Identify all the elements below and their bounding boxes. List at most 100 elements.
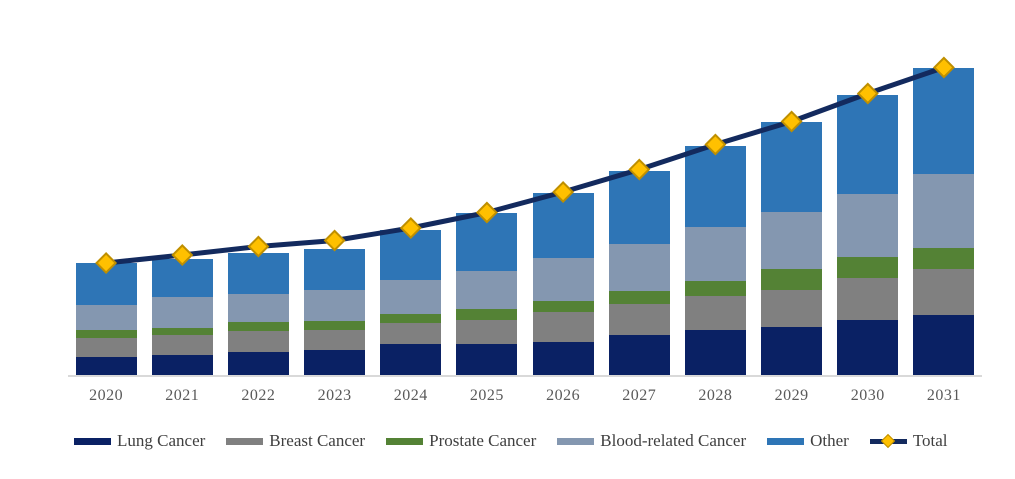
- bar-segment: [380, 314, 442, 323]
- legend-item: Blood-related Cancer: [557, 431, 746, 451]
- bar-segment: [608, 335, 670, 375]
- bar-segment: [532, 193, 594, 258]
- bar-segment: [227, 351, 289, 375]
- legend-item: Prostate Cancer: [386, 431, 536, 451]
- bar-segment: [837, 193, 899, 257]
- x-tick-label: 2027: [622, 387, 657, 404]
- bar-segment: [532, 341, 594, 375]
- legend-swatch-icon: [386, 437, 424, 445]
- bar-segment: [608, 290, 670, 304]
- x-tick-label: 2028: [698, 387, 733, 404]
- bar-segment: [913, 247, 975, 269]
- bar-stack-2026: [532, 193, 594, 375]
- bar-segment: [304, 249, 366, 290]
- bar-segment: [75, 305, 137, 330]
- legend-item: Breast Cancer: [226, 431, 365, 451]
- x-tick-label: 2024: [393, 387, 428, 404]
- bar-segment: [684, 296, 746, 330]
- legend-label: Total: [912, 431, 948, 450]
- legend-label: Breast Cancer: [269, 431, 366, 450]
- bar-segment: [456, 308, 518, 320]
- legend-swatch-icon: [226, 437, 264, 445]
- bar-segment: [75, 337, 137, 357]
- bar-segment: [227, 322, 289, 331]
- bar-segment: [456, 319, 518, 344]
- bar-segment: [761, 268, 823, 290]
- x-tick-label: 2031: [926, 387, 961, 404]
- bar-segment: [380, 323, 442, 344]
- bar-segment: [837, 256, 899, 278]
- x-axis-line: [68, 375, 982, 377]
- bar-segment: [227, 253, 289, 294]
- bar-segment: [227, 331, 289, 352]
- bar-segment: [913, 173, 975, 248]
- bar-segment: [837, 278, 899, 320]
- bar-segment: [304, 350, 366, 375]
- legend-label: Lung Cancer: [117, 431, 206, 450]
- bar-segment: [837, 94, 899, 194]
- bar-stack-2031: [913, 68, 975, 375]
- legend-swatch-icon: [74, 437, 111, 445]
- legend-item: Lung Cancer: [74, 431, 205, 451]
- legend-total-line-icon: [869, 433, 907, 449]
- bar-segment: [761, 121, 823, 212]
- bar-segment: [75, 330, 137, 338]
- bar-segment: [532, 311, 594, 342]
- bar-segment: [380, 230, 442, 280]
- bar-segment: [75, 263, 137, 305]
- bar-segment: [761, 290, 823, 327]
- bar-segment: [456, 212, 518, 271]
- bar-stack-2025: [456, 212, 518, 375]
- bar-segment: [608, 243, 670, 291]
- bar-segment: [532, 300, 594, 312]
- bar-segment: [608, 303, 670, 335]
- bar-segment: [304, 290, 366, 321]
- bar-segment: [456, 270, 518, 309]
- bar-stack-2027: [608, 171, 670, 375]
- bar-stack-2021: [151, 259, 213, 375]
- x-tick-label: 2023: [317, 387, 352, 404]
- x-tick-label: 2030: [850, 387, 885, 404]
- bar-segment: [913, 268, 975, 315]
- bar-segment: [684, 330, 746, 375]
- bar-stack-2024: [380, 230, 442, 375]
- bar-stack-2022: [227, 253, 289, 375]
- bar-stack-2029: [761, 121, 823, 375]
- bar-segment: [304, 330, 366, 350]
- bar-segment: [380, 344, 442, 375]
- chart-legend: Lung Cancer Breast Cancer Prostate Cancer B…: [74, 431, 948, 451]
- x-tick-label: 2026: [546, 387, 581, 404]
- bar-segment: [684, 226, 746, 281]
- legend-label: Other: [810, 431, 849, 450]
- legend-swatch-icon: [557, 437, 595, 445]
- legend-diamond-marker-icon: [880, 433, 895, 448]
- legend-swatch-icon: [767, 437, 805, 445]
- x-tick-label: 2020: [89, 387, 124, 404]
- legend-item-total: Total: [869, 431, 948, 451]
- bar-segment: [761, 211, 823, 269]
- bar-segment: [227, 294, 289, 322]
- bar-segment: [608, 171, 670, 244]
- bar-segment: [380, 280, 442, 314]
- bar-segment: [151, 296, 213, 328]
- bar-segment: [761, 327, 823, 375]
- x-tick-label: 2029: [774, 387, 809, 404]
- x-tick-label: 2021: [165, 387, 200, 404]
- bar-segment: [837, 320, 899, 375]
- bar-segment: [684, 280, 746, 296]
- bar-segment: [304, 321, 366, 330]
- bar-segment: [456, 343, 518, 375]
- bar-stack-2028: [684, 145, 746, 375]
- bar-segment: [151, 259, 213, 297]
- legend-label: Prostate Cancer: [429, 431, 537, 450]
- legend-label: Blood-related Cancer: [600, 431, 747, 450]
- bar-segment: [913, 68, 975, 174]
- bar-stack-2020: [75, 263, 137, 375]
- total-marker-diamond-icon: [323, 229, 346, 252]
- bar-stack-2030: [837, 94, 899, 375]
- bar-segment: [151, 354, 213, 375]
- bar-segment: [684, 145, 746, 227]
- bar-segment: [151, 334, 213, 355]
- x-tick-label: 2022: [241, 387, 276, 404]
